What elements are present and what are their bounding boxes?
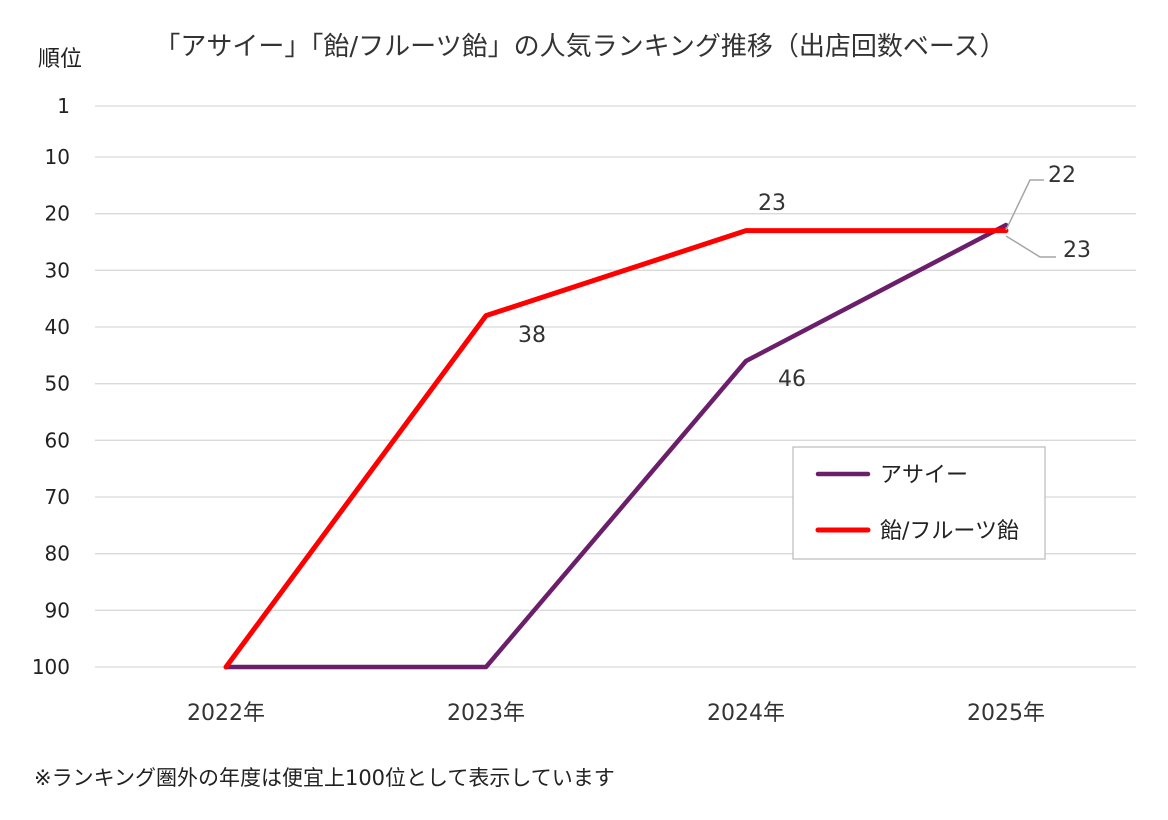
x-tick-label: 2023年 — [447, 701, 525, 726]
y-axis-ticks: 1 10 20 30 40 50 60 70 80 90 100 — [32, 94, 70, 679]
legend-entry: アサイー — [880, 463, 968, 488]
x-axis-ticks: 2022年 2023年 2024年 2025年 — [187, 701, 1045, 726]
data-label: 46 — [778, 367, 806, 392]
series-line-2 — [223, 228, 1009, 670]
series-lines — [223, 222, 1009, 670]
legend-entry: 飴/フルーツ飴 — [880, 519, 1019, 544]
chart-title: 「アサイー」「飴/フルーツ飴」の人気ランキング推移（出店回数ベース） — [154, 32, 1005, 62]
y-tick-label: 60 — [45, 428, 70, 452]
y-tick-label: 100 — [32, 655, 70, 679]
footnote: ※ランキング圏外の年度は便宜上100位として表示しています — [34, 766, 615, 790]
y-axis-label: 順位 — [38, 47, 82, 72]
gridlines — [95, 105, 1136, 668]
legend-box — [792, 446, 1046, 560]
data-label: 38 — [518, 323, 546, 348]
x-tick-label: 2025年 — [967, 701, 1045, 726]
data-labels: 46 22 38 23 23 — [518, 163, 1091, 392]
data-label: 23 — [1063, 238, 1091, 263]
y-tick-label: 90 — [45, 598, 70, 622]
y-tick-label: 40 — [45, 315, 70, 339]
y-tick-label: 20 — [45, 202, 70, 226]
y-tick-label: 50 — [45, 372, 70, 396]
data-label: 22 — [1048, 163, 1076, 188]
leader-line — [1005, 235, 1056, 258]
y-tick-label: 80 — [45, 542, 70, 566]
x-tick-label: 2024年 — [707, 701, 785, 726]
y-tick-label: 10 — [45, 145, 70, 169]
y-tick-label: 70 — [45, 485, 70, 509]
x-tick-label: 2022年 — [187, 701, 265, 726]
data-label: 23 — [758, 191, 786, 216]
y-tick-label: 30 — [45, 258, 70, 282]
series-line-1 — [223, 222, 1009, 670]
y-tick-label: 1 — [57, 94, 70, 118]
leader-line — [1005, 179, 1044, 231]
